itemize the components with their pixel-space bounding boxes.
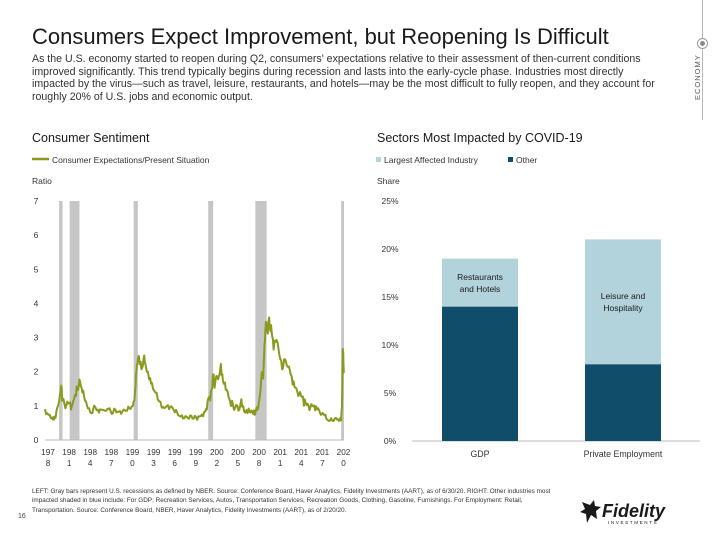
left-x-tick-label: 5: [236, 459, 241, 468]
left-x-tick-label: 202: [337, 448, 351, 457]
right-chart-title: Sectors Most Impacted by COVID-19: [377, 131, 583, 145]
logo-wordmark: Fidelity: [602, 501, 666, 521]
left-x-tick-label: 198: [83, 448, 97, 457]
left-x-tick-label: 7: [109, 459, 114, 468]
left-y-tick-label: 0: [34, 435, 39, 445]
annotation-leisure-hospitality: Leisure and Hospitality: [601, 291, 646, 313]
right-y-tick-label: 15%: [381, 292, 398, 302]
recession-bar: [341, 201, 344, 440]
left-x-tick-label: 199: [168, 448, 182, 457]
fidelity-logo: Fidelity INVESTMENTS: [580, 500, 666, 525]
left-x-tick-label: 200: [210, 448, 224, 457]
left-y-tick-label: 1: [34, 401, 39, 411]
left-x-tick-label: 199: [147, 448, 161, 457]
right-y-tick-label: 0%: [384, 436, 397, 446]
left-x-tick-label: 197: [41, 448, 55, 457]
left-x-tick-label: 4: [299, 459, 304, 468]
side-rule: [702, 0, 703, 120]
left-x-tick-label: 0: [341, 459, 346, 468]
recession-bar: [59, 201, 63, 440]
left-y-tick-label: 3: [34, 333, 39, 343]
left-x-tick-label: 4: [88, 459, 93, 468]
left-x-tick-label: 3: [151, 459, 156, 468]
left-x-tick-label: 201: [316, 448, 330, 457]
right-y-tick-label: 20%: [381, 244, 398, 254]
page-title: Consumers Expect Improvement, but Reopen…: [32, 24, 609, 49]
recession-bar: [133, 201, 138, 440]
annotation-restaurants-hotels: Restaurants and Hotels: [457, 272, 503, 294]
legend-label-other: Other: [516, 155, 537, 165]
left-x-tick-label: 199: [126, 448, 140, 457]
section-marker-icon: [697, 38, 708, 49]
left-x-tick-label: 0: [130, 459, 135, 468]
left-y-tick-label: 7: [34, 196, 39, 206]
left-x-tick-label: 201: [273, 448, 287, 457]
left-x-tick-label: 2: [215, 459, 220, 468]
bar-other: [585, 239, 661, 365]
left-y-tick-label: 6: [34, 230, 39, 240]
left-chart-title: Consumer Sentiment: [32, 131, 150, 145]
series-line-expectations-present: [44, 316, 345, 423]
legend-label-largest: Largest Affected Industry: [384, 155, 479, 165]
left-y-tick-label: 4: [34, 298, 39, 308]
legend-swatch-other: [508, 157, 513, 162]
left-x-tick-label: 1: [278, 459, 283, 468]
page-number: 16: [18, 513, 26, 520]
left-x-tick-label: 8: [257, 459, 262, 468]
left-x-tick-label: 198: [104, 448, 118, 457]
left-x-tick-label: 200: [252, 448, 266, 457]
right-x-tick-label: Private Employment: [584, 449, 663, 459]
bar-other: [442, 258, 518, 307]
left-y-tick-label: 5: [34, 264, 39, 274]
bar-largest-industry: [585, 364, 661, 441]
left-x-tick-label: 198: [62, 448, 76, 457]
left-y-axis-label: Ratio: [32, 176, 52, 186]
left-x-tick-label: 6: [172, 459, 177, 468]
recession-bar: [69, 201, 80, 440]
bar-largest-industry: [442, 306, 518, 441]
left-x-tick-label: 9: [193, 459, 198, 468]
right-y-axis-label: Share: [377, 176, 400, 186]
left-x-tick-label: 201: [294, 448, 308, 457]
legend-swatch-largest: [376, 157, 381, 162]
recession-bar: [208, 201, 214, 440]
recession-bar: [255, 201, 267, 440]
left-x-tick-label: 200: [231, 448, 245, 457]
page-subtitle: As the U.S. economy started to reopen du…: [32, 53, 655, 103]
right-x-tick-label: GDP: [470, 449, 489, 459]
left-x-tick-label: 8: [46, 459, 51, 468]
right-y-tick-label: 5%: [384, 388, 397, 398]
footnote: LEFT: Gray bars represent U.S. recession…: [32, 488, 551, 514]
right-y-tick-label: 25%: [381, 196, 398, 206]
left-x-tick-label: 7: [320, 459, 325, 468]
left-y-tick-label: 2: [34, 367, 39, 377]
right-y-tick-label: 10%: [381, 340, 398, 350]
left-x-tick-label: 199: [189, 448, 203, 457]
logo-subtext: INVESTMENTS: [608, 520, 658, 525]
left-legend-label: Consumer Expectations/Present Situation: [52, 155, 210, 165]
left-x-tick-label: 1: [67, 459, 72, 468]
